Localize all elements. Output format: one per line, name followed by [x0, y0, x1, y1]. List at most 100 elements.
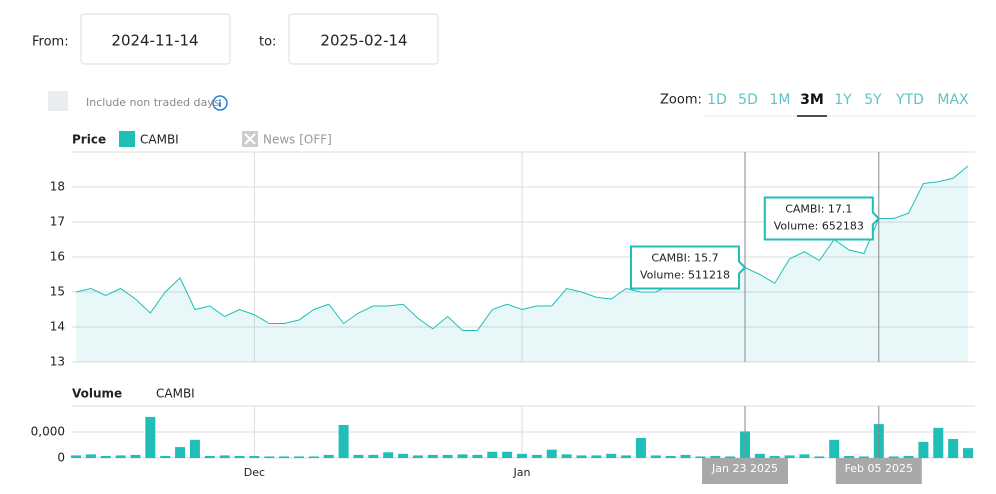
volume-bar — [680, 454, 691, 458]
zoom-button[interactable]: MAX — [937, 92, 969, 108]
zoom-button[interactable]: 1M — [770, 92, 791, 108]
volume-bar — [710, 455, 721, 458]
y-tick-label: 15 — [50, 285, 65, 299]
volume-bar — [754, 453, 765, 458]
volume-bar — [145, 416, 156, 458]
volume-bar — [412, 455, 423, 458]
crosshair-date-box — [835, 458, 922, 484]
news-toggle[interactable]: News [OFF] — [263, 133, 332, 147]
volume-bar — [264, 456, 275, 458]
news-icon-x — [244, 133, 256, 145]
volume-bar — [784, 455, 795, 458]
to-date[interactable]: 2025-02-14 — [320, 32, 407, 50]
y-tick-label: 14 — [50, 320, 65, 334]
volume-bar — [576, 455, 587, 458]
y-tick-label: 17 — [50, 215, 65, 229]
volume-bar — [457, 454, 468, 458]
volume-bar — [502, 451, 513, 458]
volume-bar — [85, 454, 96, 458]
checkbox[interactable] — [48, 91, 68, 111]
volume-bar — [546, 449, 557, 458]
volume-bar — [204, 455, 215, 458]
volume-bar — [963, 448, 973, 458]
volume-bar — [308, 456, 319, 458]
volume-bar — [234, 455, 245, 458]
tooltip-price: CAMBI: 17.1 — [785, 203, 852, 216]
x-tick-label: Feb 05 2025 — [845, 462, 913, 475]
volume-bar — [933, 427, 944, 458]
y-tick-label: 13 — [50, 355, 65, 369]
from-date[interactable]: 2024-11-14 — [111, 32, 198, 50]
volume-bar — [115, 455, 126, 458]
volume-bar — [189, 439, 200, 458]
price-line — [75, 165, 969, 331]
volume-bar — [531, 454, 542, 458]
volume-bar — [160, 455, 171, 458]
volume-bar — [561, 454, 572, 458]
volume-bar — [219, 455, 230, 458]
volume-title: Volume — [72, 387, 122, 401]
volume-bar — [799, 454, 810, 458]
zoom-label: Zoom: — [660, 93, 702, 108]
to-label: to: — [259, 35, 276, 50]
volume-bar — [635, 437, 646, 458]
zoom-button[interactable]: 1D — [707, 92, 727, 108]
volume-bar — [695, 456, 706, 458]
volume-bar — [844, 455, 855, 458]
zoom-button[interactable]: 5Y — [864, 92, 882, 108]
volume-bar — [918, 441, 929, 458]
volume-bar — [353, 454, 364, 458]
volume-bar — [725, 456, 736, 458]
volume-bar — [338, 424, 349, 458]
volume-legend: CAMBI — [156, 387, 195, 401]
info-icon-glyph: i — [218, 99, 221, 110]
volume-bar — [858, 456, 869, 458]
volume-bar — [814, 456, 825, 458]
y-tick-label: 18 — [50, 180, 65, 194]
volume-bar — [665, 455, 676, 458]
tooltip — [630, 245, 747, 290]
volume-bar — [383, 452, 394, 458]
tooltip-volume: Volume: 652183 — [774, 220, 864, 233]
volume-bar — [279, 456, 290, 458]
volume-bar — [368, 454, 379, 458]
volume-bar — [621, 455, 632, 458]
volume-bar — [71, 455, 81, 458]
x-tick-label: Dec — [244, 466, 265, 479]
tooltip-price: CAMBI: 15.7 — [651, 252, 718, 265]
zoom-button[interactable]: 1Y — [834, 92, 852, 108]
price-title: Price — [72, 133, 106, 147]
volume-bar — [903, 455, 914, 458]
legend-swatch — [119, 131, 135, 147]
volume-bar — [427, 454, 438, 458]
tooltip-volume: Volume: 511218 — [640, 269, 730, 282]
volume-bar — [249, 455, 260, 458]
zoom-button[interactable]: YTD — [895, 92, 924, 108]
legend-entry: CAMBI — [140, 133, 179, 147]
volume-bar — [487, 451, 498, 458]
volume-bar — [769, 455, 780, 458]
volume-bar — [650, 455, 661, 458]
crosshair-date-box — [702, 458, 788, 484]
from-input[interactable] — [80, 13, 231, 65]
y-tick-label: 16 — [50, 250, 65, 264]
volume-bar — [888, 456, 899, 458]
volume-bar — [829, 439, 840, 458]
checkbox-label: Include non traded days — [86, 96, 220, 109]
volume-bar — [175, 447, 186, 458]
x-tick-label: Jan 23 2025 — [711, 462, 778, 475]
volume-bar — [398, 453, 409, 458]
x-tick-label: Jan — [513, 466, 531, 479]
y-tick-label: 0 — [57, 451, 65, 465]
zoom-button[interactable]: 3M — [800, 92, 824, 108]
volume-bar — [517, 453, 527, 458]
from-label: From: — [32, 35, 69, 50]
info-icon[interactable] — [212, 95, 228, 111]
zoom-button[interactable]: 5D — [738, 92, 758, 108]
to-input[interactable] — [288, 13, 439, 65]
volume-bar — [442, 454, 453, 458]
volume-bar — [100, 455, 111, 458]
volume-bar — [472, 454, 483, 458]
